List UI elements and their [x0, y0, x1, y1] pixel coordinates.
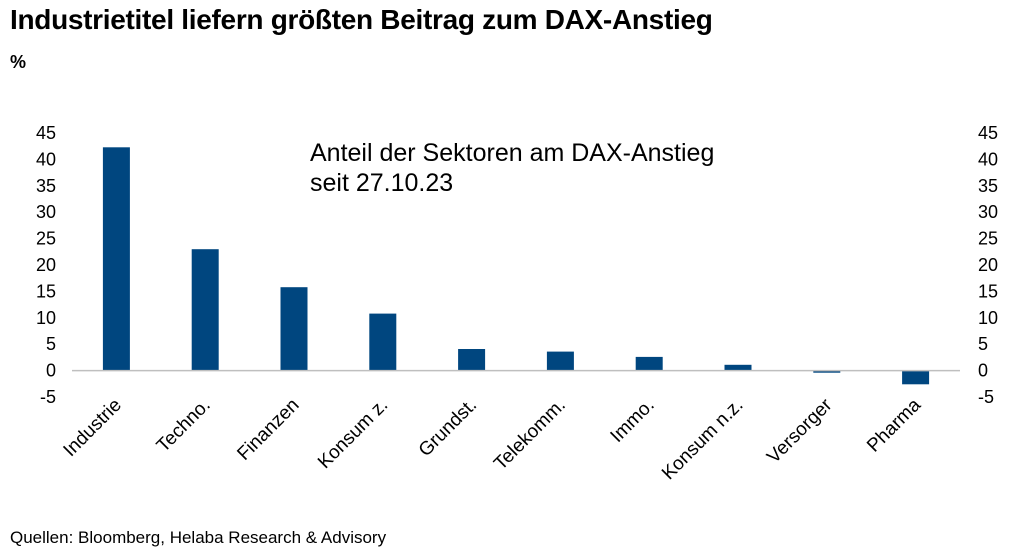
- y-tick-right: 15: [978, 281, 998, 301]
- y-tick-left: 30: [36, 202, 56, 222]
- y-tick-left: 0: [46, 361, 56, 381]
- category-labels: Industrie Techno. Finanzen Konsum z. Grundst…: [60, 394, 926, 484]
- source-note: Quellen: Bloomberg, Helaba Research & Ad…: [10, 528, 387, 547]
- y-tick-right: -5: [978, 387, 994, 407]
- y-tick-left: 35: [36, 176, 56, 196]
- annotation-line-2: seit 27.10.23: [310, 169, 453, 197]
- category-label: Immo.: [607, 395, 659, 447]
- y-tick-left: 25: [36, 229, 56, 249]
- bar-konsum-n-z: [724, 364, 752, 371]
- left-y-axis: 45 40 35 30 25 20 15 10 5 0 -5: [36, 123, 56, 407]
- bar-immo: [635, 356, 663, 371]
- category-label: Telekomm.: [490, 395, 570, 475]
- category-label: Versorger: [763, 394, 837, 468]
- y-tick-right: 10: [978, 308, 998, 328]
- chart-title: Industrietitel liefern größten Beitrag z…: [10, 4, 713, 35]
- category-label: Pharma: [863, 394, 925, 456]
- right-y-axis: 45 40 35 30 25 20 15 10 5 0 -5: [978, 123, 998, 407]
- bars: [102, 147, 930, 385]
- category-label: Finanzen: [233, 395, 303, 465]
- category-label: Konsum z.: [314, 395, 392, 473]
- category-label: Industrie: [60, 395, 126, 461]
- bar-konsum-z: [369, 313, 397, 371]
- y-tick-right: 45: [978, 123, 998, 143]
- bar-techno: [191, 249, 219, 371]
- y-tick-left: 5: [46, 334, 56, 354]
- bar-pharma: [902, 370, 930, 385]
- y-tick-left: -5: [40, 387, 56, 407]
- y-tick-right: 40: [978, 149, 998, 169]
- y-tick-left: 45: [36, 123, 56, 143]
- bar-grundst: [458, 349, 486, 371]
- bar-industrie: [102, 147, 130, 371]
- unit-label: %: [10, 52, 27, 72]
- y-tick-right: 35: [978, 176, 998, 196]
- y-tick-right: 5: [978, 334, 988, 354]
- y-tick-right: 30: [978, 202, 998, 222]
- bar-finanzen: [280, 287, 308, 371]
- y-tick-left: 15: [36, 281, 56, 301]
- category-label: Grundst.: [415, 395, 481, 461]
- y-tick-left: 10: [36, 308, 56, 328]
- bar-telekomm: [546, 351, 574, 371]
- y-tick-right: 0: [978, 361, 988, 381]
- category-label: Konsum n.z.: [658, 395, 748, 485]
- y-tick-left: 40: [36, 149, 56, 169]
- y-tick-right: 20: [978, 255, 998, 275]
- y-tick-left: 20: [36, 255, 56, 275]
- y-tick-right: 25: [978, 229, 998, 249]
- category-label: Techno.: [153, 395, 215, 457]
- bar-versorger: [813, 370, 841, 373]
- annotation-line-1: Anteil der Sektoren am DAX-Anstieg: [310, 139, 714, 167]
